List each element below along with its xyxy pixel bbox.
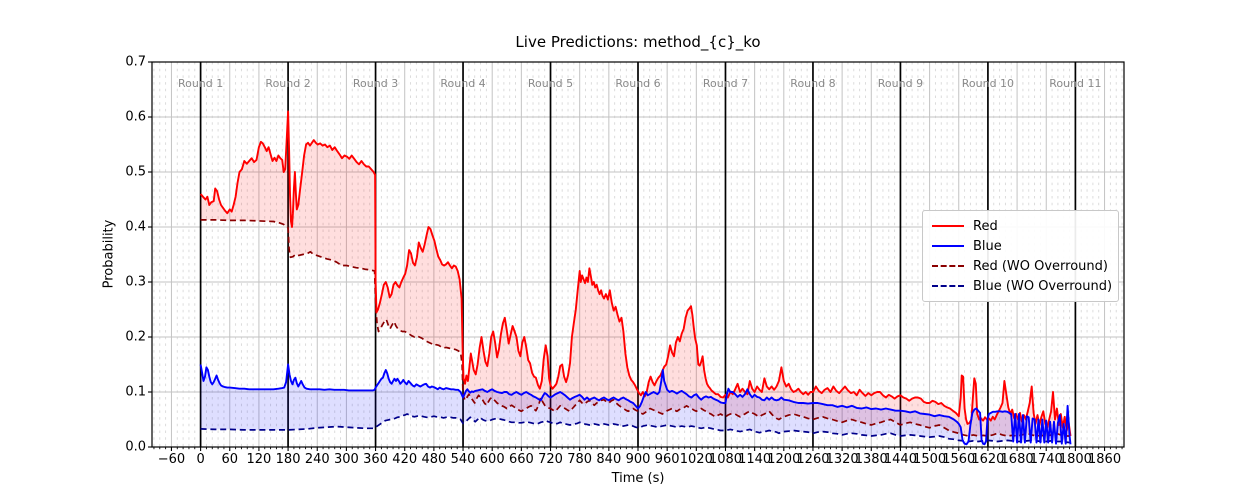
x-tick-label: 1080 bbox=[708, 452, 743, 467]
round-label: Round 6 bbox=[615, 77, 661, 90]
legend-label: Blue bbox=[973, 238, 1002, 254]
round-label: Round 7 bbox=[702, 77, 749, 90]
legend-line-sample-blue bbox=[932, 245, 964, 247]
x-tick-label: 1380 bbox=[854, 452, 888, 467]
blue-line bbox=[199, 363, 1072, 446]
legend-entry-red: Red bbox=[932, 216, 1118, 236]
legend-label: Blue (WO Overround) bbox=[973, 278, 1113, 294]
legend-line-sample-blue-wo-overround bbox=[932, 285, 964, 287]
x-tick-label: 1140 bbox=[738, 452, 772, 467]
axes bbox=[148, 61, 1125, 451]
round-label: Round 5 bbox=[527, 77, 574, 90]
y-tick-label: 0.5 bbox=[125, 164, 146, 180]
x-axis-label: Time (s) bbox=[611, 471, 665, 486]
y-tick-label: 0.2 bbox=[125, 329, 146, 345]
x-tick-label: 60 bbox=[221, 452, 239, 467]
x-tick-label: 1440 bbox=[883, 452, 917, 467]
x-tick-label: 600 bbox=[479, 452, 505, 467]
x-tick-label: 480 bbox=[421, 452, 447, 467]
legend-entry-blue: Blue bbox=[932, 236, 1118, 256]
x-tick-label: 240 bbox=[304, 452, 330, 467]
x-tick-label: 1800 bbox=[1058, 452, 1092, 467]
x-tick-label: 1260 bbox=[796, 452, 830, 467]
x-tick-label: 1680 bbox=[1000, 452, 1034, 467]
x-tick-label: 840 bbox=[596, 452, 622, 467]
fill-band-red bbox=[200, 111, 1071, 436]
round-label: Round 8 bbox=[790, 77, 836, 90]
x-tick-label: 780 bbox=[567, 452, 593, 467]
series-lines bbox=[199, 110, 1072, 446]
y-axis-label: Probability bbox=[101, 219, 117, 289]
x-tick-label: 960 bbox=[654, 452, 680, 467]
x-tick-label: 1860 bbox=[1088, 452, 1122, 467]
x-tick-label: 180 bbox=[275, 452, 301, 467]
x-tick-label: 120 bbox=[246, 452, 272, 467]
x-tick-label: 300 bbox=[333, 452, 359, 467]
legend-label: Red bbox=[973, 218, 998, 234]
y-tick-label: 0.3 bbox=[125, 274, 146, 290]
red-wo-overround-line bbox=[200, 219, 1071, 437]
x-tick-label: 0 bbox=[196, 452, 205, 467]
round-label: Round 10 bbox=[961, 77, 1015, 90]
x-tick-label: 1620 bbox=[971, 452, 1005, 467]
x-tick-label: −60 bbox=[157, 452, 186, 467]
x-tick-label: 1740 bbox=[1029, 452, 1063, 467]
y-tick-label: 0.0 bbox=[125, 439, 146, 455]
x-tick-label: 660 bbox=[508, 452, 534, 467]
chart-title: Live Predictions: method_{c}_ko bbox=[515, 33, 761, 51]
x-tick-label: 420 bbox=[392, 452, 418, 467]
round-label: Round 3 bbox=[352, 77, 399, 90]
round-label: Round 9 bbox=[877, 77, 924, 90]
y-tick-label: 0.4 bbox=[125, 219, 146, 235]
legend: Red Blue Red (WO Overround) Blue (WO Ove… bbox=[922, 210, 1119, 302]
legend-entry-red-wo-overround: Red (WO Overround) bbox=[932, 256, 1118, 276]
y-tick-label: 0.6 bbox=[125, 109, 146, 125]
x-tick-label: 900 bbox=[625, 452, 651, 467]
x-tick-label: 720 bbox=[538, 452, 563, 467]
y-tick-label: 0.7 bbox=[125, 54, 146, 70]
red-line bbox=[199, 110, 1072, 437]
x-tick-label: 1560 bbox=[942, 452, 976, 467]
x-tick-label: 1020 bbox=[679, 452, 713, 467]
round-label: Round 4 bbox=[440, 77, 486, 90]
legend-entry-blue-wo-overround: Blue (WO Overround) bbox=[932, 276, 1118, 296]
round-label: Round 1 bbox=[177, 77, 224, 90]
legend-line-sample-red bbox=[932, 225, 964, 227]
round-label: Round 11 bbox=[1049, 77, 1102, 90]
fills bbox=[200, 111, 1071, 445]
legend-line-sample-red-wo-overround bbox=[932, 265, 964, 267]
x-tick-label: 1500 bbox=[913, 452, 947, 467]
x-tick-label: 1320 bbox=[825, 452, 859, 467]
fill-band-blue bbox=[200, 364, 1071, 445]
round-label: Round 2 bbox=[265, 77, 311, 90]
legend-label: Red (WO Overround) bbox=[973, 258, 1108, 274]
y-tick-label: 0.1 bbox=[125, 384, 146, 400]
x-tick-label: 360 bbox=[363, 452, 388, 467]
blue-wo-overround-line bbox=[200, 413, 1071, 444]
x-tick-label: 540 bbox=[450, 452, 476, 467]
x-tick-label: 1200 bbox=[767, 452, 801, 467]
